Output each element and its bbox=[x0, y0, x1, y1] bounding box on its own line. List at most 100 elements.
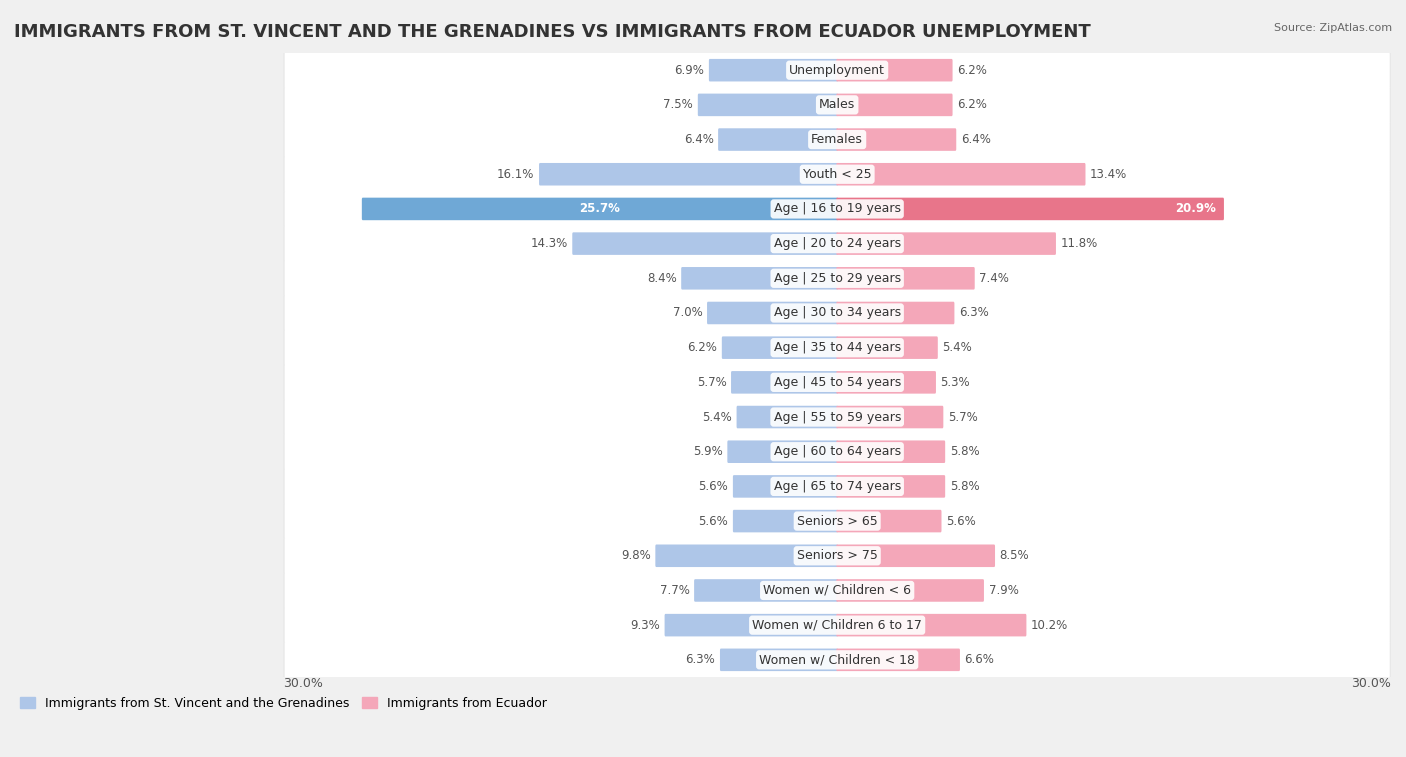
FancyBboxPatch shape bbox=[284, 641, 1389, 678]
Text: 8.5%: 8.5% bbox=[1000, 550, 1029, 562]
FancyBboxPatch shape bbox=[284, 294, 1389, 332]
Text: Age | 60 to 64 years: Age | 60 to 64 years bbox=[773, 445, 901, 458]
Text: 10.2%: 10.2% bbox=[1031, 618, 1069, 631]
FancyBboxPatch shape bbox=[837, 614, 1026, 637]
FancyBboxPatch shape bbox=[707, 302, 838, 324]
FancyBboxPatch shape bbox=[284, 86, 1389, 123]
Text: 5.4%: 5.4% bbox=[942, 341, 972, 354]
FancyBboxPatch shape bbox=[572, 232, 838, 255]
Text: 9.8%: 9.8% bbox=[621, 550, 651, 562]
Text: 13.4%: 13.4% bbox=[1090, 168, 1128, 181]
Text: Age | 55 to 59 years: Age | 55 to 59 years bbox=[773, 410, 901, 423]
FancyBboxPatch shape bbox=[837, 163, 1085, 185]
FancyBboxPatch shape bbox=[731, 371, 838, 394]
FancyBboxPatch shape bbox=[284, 330, 1391, 365]
Text: Age | 30 to 34 years: Age | 30 to 34 years bbox=[773, 307, 901, 319]
Text: Women w/ Children < 6: Women w/ Children < 6 bbox=[763, 584, 911, 597]
FancyBboxPatch shape bbox=[284, 190, 1389, 228]
FancyBboxPatch shape bbox=[837, 302, 955, 324]
FancyBboxPatch shape bbox=[361, 198, 838, 220]
Text: 14.3%: 14.3% bbox=[530, 237, 568, 250]
FancyBboxPatch shape bbox=[284, 643, 1391, 678]
Text: Males: Males bbox=[820, 98, 855, 111]
Text: 11.8%: 11.8% bbox=[1060, 237, 1098, 250]
Text: Age | 35 to 44 years: Age | 35 to 44 years bbox=[773, 341, 901, 354]
Text: Seniors > 65: Seniors > 65 bbox=[797, 515, 877, 528]
FancyBboxPatch shape bbox=[284, 433, 1389, 470]
Text: Seniors > 75: Seniors > 75 bbox=[797, 550, 877, 562]
FancyBboxPatch shape bbox=[284, 469, 1391, 503]
Text: 5.7%: 5.7% bbox=[697, 376, 727, 389]
FancyBboxPatch shape bbox=[284, 226, 1391, 261]
FancyBboxPatch shape bbox=[837, 94, 953, 116]
FancyBboxPatch shape bbox=[284, 537, 1389, 575]
FancyBboxPatch shape bbox=[284, 88, 1391, 122]
Text: Women w/ Children < 18: Women w/ Children < 18 bbox=[759, 653, 915, 666]
FancyBboxPatch shape bbox=[284, 365, 1391, 400]
FancyBboxPatch shape bbox=[284, 260, 1389, 297]
Text: 7.9%: 7.9% bbox=[988, 584, 1018, 597]
FancyBboxPatch shape bbox=[284, 400, 1391, 435]
FancyBboxPatch shape bbox=[655, 544, 838, 567]
FancyBboxPatch shape bbox=[284, 192, 1391, 226]
Text: 6.4%: 6.4% bbox=[683, 133, 713, 146]
FancyBboxPatch shape bbox=[837, 267, 974, 290]
FancyBboxPatch shape bbox=[718, 128, 838, 151]
FancyBboxPatch shape bbox=[665, 614, 838, 637]
Text: 6.3%: 6.3% bbox=[686, 653, 716, 666]
Text: 6.3%: 6.3% bbox=[959, 307, 988, 319]
FancyBboxPatch shape bbox=[284, 225, 1389, 263]
FancyBboxPatch shape bbox=[733, 475, 838, 497]
FancyBboxPatch shape bbox=[695, 579, 838, 602]
FancyBboxPatch shape bbox=[284, 53, 1391, 88]
FancyBboxPatch shape bbox=[837, 128, 956, 151]
Text: 5.6%: 5.6% bbox=[699, 480, 728, 493]
Text: 16.1%: 16.1% bbox=[498, 168, 534, 181]
FancyBboxPatch shape bbox=[720, 649, 838, 671]
Text: 5.8%: 5.8% bbox=[950, 480, 980, 493]
FancyBboxPatch shape bbox=[538, 163, 838, 185]
FancyBboxPatch shape bbox=[284, 538, 1391, 573]
FancyBboxPatch shape bbox=[284, 398, 1389, 436]
FancyBboxPatch shape bbox=[837, 371, 936, 394]
Text: 6.2%: 6.2% bbox=[688, 341, 717, 354]
Text: Age | 20 to 24 years: Age | 20 to 24 years bbox=[773, 237, 901, 250]
FancyBboxPatch shape bbox=[837, 232, 1056, 255]
FancyBboxPatch shape bbox=[837, 198, 1225, 220]
Text: 7.0%: 7.0% bbox=[672, 307, 703, 319]
FancyBboxPatch shape bbox=[284, 435, 1391, 469]
Text: 5.6%: 5.6% bbox=[946, 515, 976, 528]
FancyBboxPatch shape bbox=[837, 441, 945, 463]
FancyBboxPatch shape bbox=[284, 51, 1389, 89]
FancyBboxPatch shape bbox=[284, 608, 1391, 643]
Text: Unemployment: Unemployment bbox=[789, 64, 886, 76]
Text: 5.6%: 5.6% bbox=[699, 515, 728, 528]
Text: 6.9%: 6.9% bbox=[675, 64, 704, 76]
Legend: Immigrants from St. Vincent and the Grenadines, Immigrants from Ecuador: Immigrants from St. Vincent and the Gren… bbox=[15, 692, 551, 715]
Text: 7.4%: 7.4% bbox=[980, 272, 1010, 285]
FancyBboxPatch shape bbox=[837, 475, 945, 497]
Text: 25.7%: 25.7% bbox=[579, 202, 620, 216]
Text: 6.2%: 6.2% bbox=[957, 98, 987, 111]
Text: Source: ZipAtlas.com: Source: ZipAtlas.com bbox=[1274, 23, 1392, 33]
Text: 30.0%: 30.0% bbox=[1351, 678, 1391, 690]
Text: 6.4%: 6.4% bbox=[960, 133, 991, 146]
FancyBboxPatch shape bbox=[284, 606, 1389, 644]
Text: 5.3%: 5.3% bbox=[941, 376, 970, 389]
FancyBboxPatch shape bbox=[737, 406, 838, 428]
FancyBboxPatch shape bbox=[284, 296, 1391, 330]
Text: IMMIGRANTS FROM ST. VINCENT AND THE GRENADINES VS IMMIGRANTS FROM ECUADOR UNEMPL: IMMIGRANTS FROM ST. VINCENT AND THE GREN… bbox=[14, 23, 1091, 41]
FancyBboxPatch shape bbox=[284, 363, 1389, 401]
FancyBboxPatch shape bbox=[733, 509, 838, 532]
Text: 5.9%: 5.9% bbox=[693, 445, 723, 458]
Text: 5.7%: 5.7% bbox=[948, 410, 977, 423]
FancyBboxPatch shape bbox=[837, 59, 953, 82]
FancyBboxPatch shape bbox=[284, 155, 1389, 193]
Text: Youth < 25: Youth < 25 bbox=[803, 168, 872, 181]
Text: Age | 45 to 54 years: Age | 45 to 54 years bbox=[773, 376, 901, 389]
FancyBboxPatch shape bbox=[284, 121, 1389, 158]
Text: Women w/ Children 6 to 17: Women w/ Children 6 to 17 bbox=[752, 618, 922, 631]
Text: 6.2%: 6.2% bbox=[957, 64, 987, 76]
Text: 7.5%: 7.5% bbox=[664, 98, 693, 111]
Text: 7.7%: 7.7% bbox=[659, 584, 689, 597]
